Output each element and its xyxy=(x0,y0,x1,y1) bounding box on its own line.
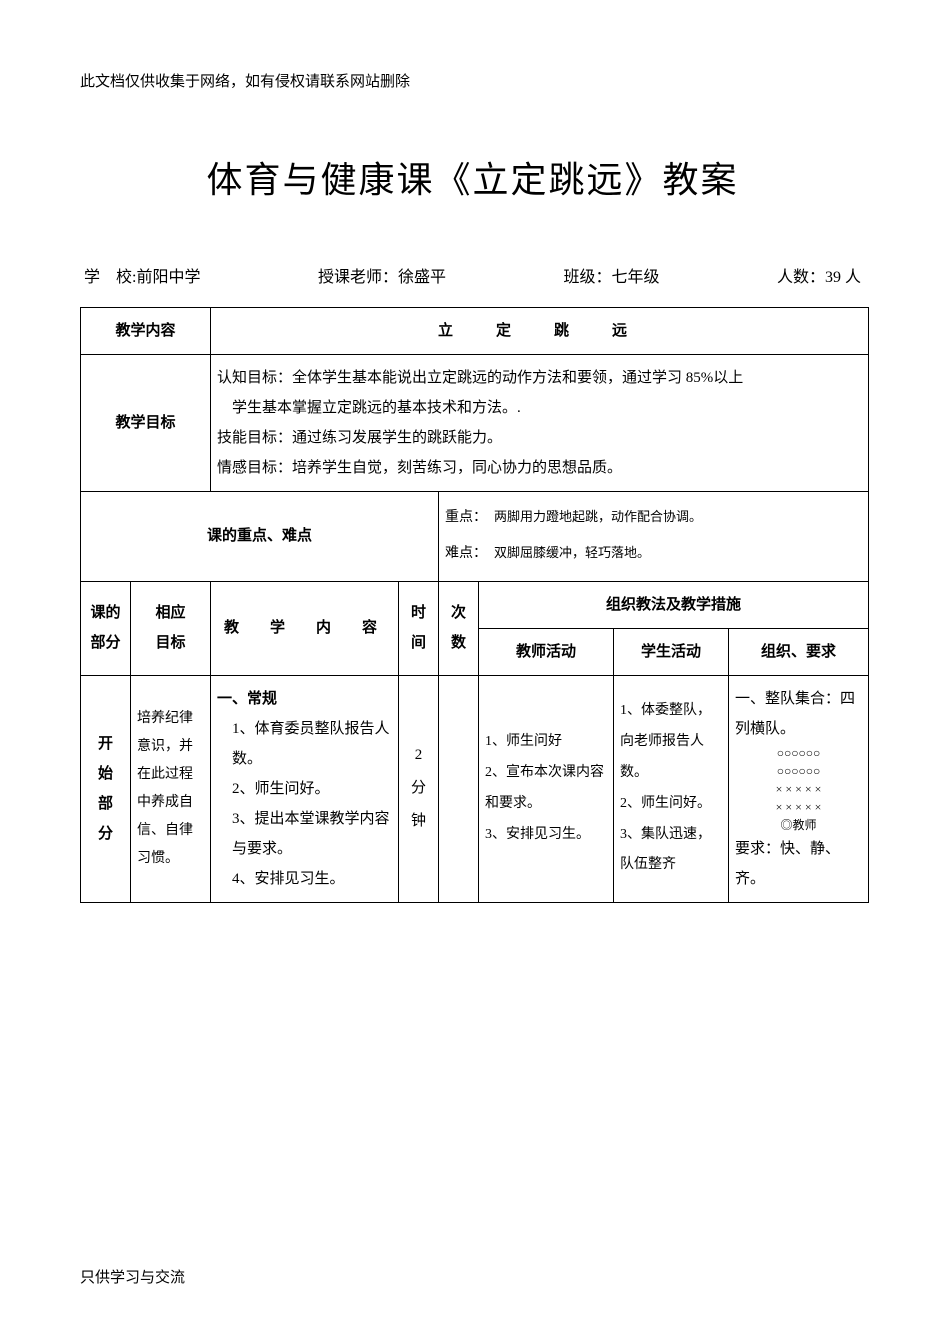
start-content-items: 1、体育委员整队报告人数。 2、师生问好。 3、提出本堂课教学内容与要求。 4、… xyxy=(217,714,392,894)
row-teach-goals: 教学目标 认知目标：全体学生基本能说出立定跳远的动作方法和要领，通过学习 85%… xyxy=(81,355,869,492)
hdr-org-req: 组织、要求 xyxy=(729,628,869,675)
count-label: 人数： xyxy=(777,269,825,286)
start-part-name: 开 始 部 分 xyxy=(81,675,131,902)
hdr-content: 教 学 内 容 xyxy=(211,581,399,675)
start-content-header: 一、常规 xyxy=(217,684,392,714)
hdr-count: 次 数 xyxy=(439,581,479,675)
count-info: 人数：39 人 xyxy=(777,263,861,287)
hdr-part: 课的 部分 xyxy=(81,581,131,675)
start-count xyxy=(439,675,479,902)
formation-diagram: ○○○○○○ ○○○○○○ × × × × × × × × × × ◎教师 xyxy=(735,744,862,834)
class-value: 七年级 xyxy=(611,269,659,286)
row-teach-content: 教学内容 立 定 跳 远 xyxy=(81,308,869,355)
teacher-info: 授课老师：徐盛平 xyxy=(318,263,446,287)
teach-content-label: 教学内容 xyxy=(81,308,211,355)
hdr-methods: 组织教法及教学措施 xyxy=(479,581,869,628)
teach-goals-label: 教学目标 xyxy=(81,355,211,492)
keypoints-body: 重点： 两脚用力蹬地起跳，动作配合协调。 难点： 双脚屈膝缓冲，轻巧落地。 xyxy=(439,492,869,582)
goal-skill: 技能目标：通过练习发展学生的跳跃能力。 xyxy=(217,423,862,453)
hdr-time: 时 间 xyxy=(399,581,439,675)
org-header: 一、整队集合：四列横队。 xyxy=(735,684,862,744)
org-req-text: 要求：快、静、齐。 xyxy=(735,834,862,894)
info-row: 学 校:前阳中学 授课老师：徐盛平 班级：七年级 人数：39 人 xyxy=(80,263,865,287)
goal-emotion: 情感目标：培养学生自觉，刻苦练习，同心协力的思想品质。 xyxy=(217,453,862,483)
school-value: 前阳中学 xyxy=(136,269,200,286)
class-info: 班级：七年级 xyxy=(563,263,659,287)
formation-row-1: ○○○○○○ xyxy=(735,762,862,780)
diff-label: 难点： xyxy=(445,546,480,561)
teach-goals-body: 认知目标：全体学生基本能说出立定跳远的动作方法和要领，通过学习 85%以上 学生… xyxy=(211,355,869,492)
school-label: 学 校: xyxy=(84,269,136,286)
key-label: 重点： xyxy=(445,510,480,525)
subject-value: 立 定 跳 远 xyxy=(211,308,869,355)
start-student: 1、体委整队，向老师报告人数。 2、师生问好。 3、集队迅速，队伍整齐 xyxy=(614,675,729,902)
row-keypoints: 课的重点、难点 重点： 两脚用力蹬地起跳，动作配合协调。 难点： 双脚屈膝缓冲，… xyxy=(81,492,869,582)
formation-row-4: ◎教师 xyxy=(735,816,862,834)
disclaimer-text: 此文档仅供收集于网络，如有侵权请联系网站删除 xyxy=(80,70,865,91)
keypoints-label: 课的重点、难点 xyxy=(81,492,439,582)
row-detail-header-1: 课的 部分 相应 目标 教 学 内 容 时 间 次 数 组织教法及教学措施 xyxy=(81,581,869,628)
key-text: 两脚用力蹬地起跳，动作配合协调。 xyxy=(494,509,702,524)
start-teacher: 1、师生问好 2、宣布本次课内容和要求。 3、安排见习生。 xyxy=(479,675,614,902)
teacher-label: 授课老师： xyxy=(318,269,398,286)
hdr-teacher-act: 教师活动 xyxy=(479,628,614,675)
school-info: 学 校:前阳中学 xyxy=(84,263,200,287)
class-label: 班级： xyxy=(563,269,611,286)
formation-row-2: × × × × × xyxy=(735,780,862,798)
teacher-value: 徐盛平 xyxy=(398,269,446,286)
footer-note: 只供学习与交流 xyxy=(80,1266,185,1287)
hdr-student-act: 学生活动 xyxy=(614,628,729,675)
document-title: 体育与健康课《立定跳远》教案 xyxy=(80,151,865,203)
goal-cognitive-1: 认知目标：全体学生基本能说出立定跳远的动作方法和要领，通过学习 85%以上 xyxy=(217,363,862,393)
diff-text: 双脚屈膝缓冲，轻巧落地。 xyxy=(494,545,650,560)
hdr-related-goal: 相应 目标 xyxy=(131,581,211,675)
start-time: 2 分 钟 xyxy=(399,675,439,902)
goal-cognitive-2: 学生基本掌握立定跳远的基本技术和方法。. xyxy=(217,393,862,423)
formation-row-0: ○○○○○○ xyxy=(735,744,862,762)
lesson-plan-table: 教学内容 立 定 跳 远 教学目标 认知目标：全体学生基本能说出立定跳远的动作方… xyxy=(80,307,869,903)
formation-row-3: × × × × × xyxy=(735,798,862,816)
start-org: 一、整队集合：四列横队。 ○○○○○○ ○○○○○○ × × × × × × ×… xyxy=(729,675,869,902)
start-goal: 培养纪律意识，并在此过程中养成自信、自律习惯。 xyxy=(131,675,211,902)
start-content: 一、常规 1、体育委员整队报告人数。 2、师生问好。 3、提出本堂课教学内容与要… xyxy=(211,675,399,902)
count-value: 39 人 xyxy=(825,269,861,286)
row-start-section: 开 始 部 分 培养纪律意识，并在此过程中养成自信、自律习惯。 一、常规 1、体… xyxy=(81,675,869,902)
